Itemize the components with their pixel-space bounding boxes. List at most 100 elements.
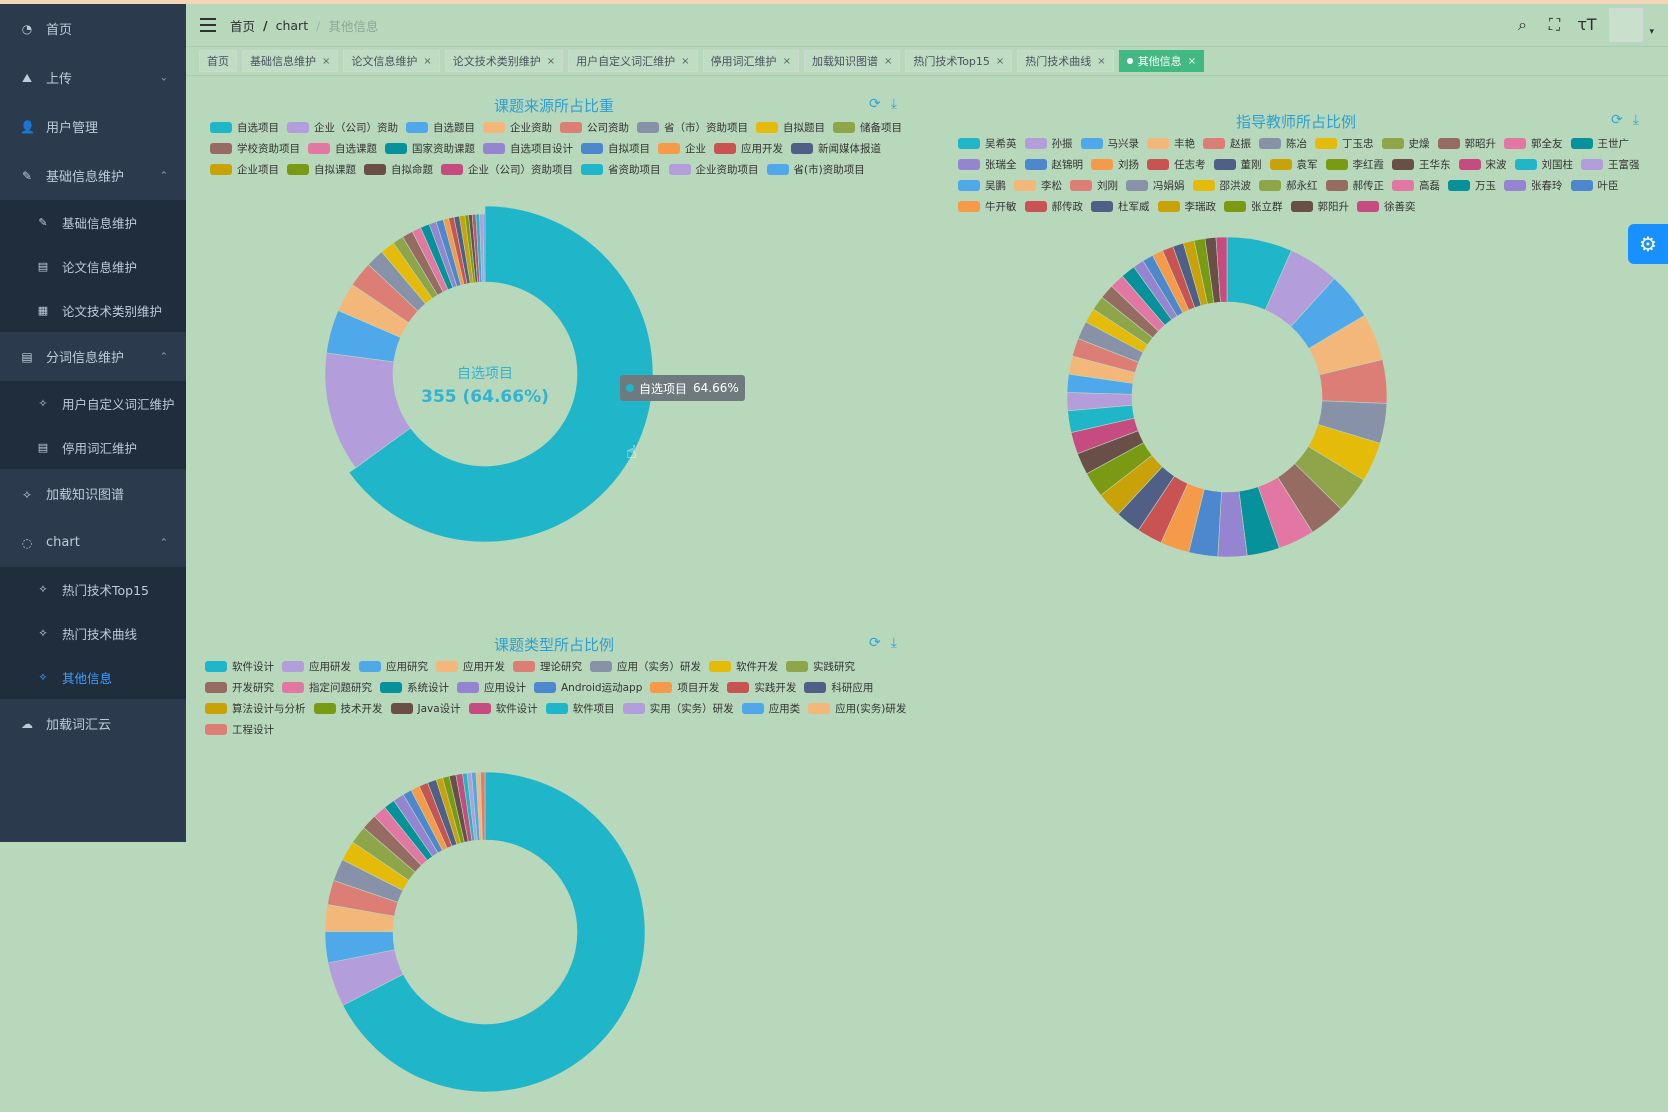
legend-item[interactable]: 自拟项目: [581, 141, 650, 156]
legend-item[interactable]: 陈冶: [1259, 136, 1307, 151]
close-icon[interactable]: ×: [1097, 55, 1106, 67]
legend-item[interactable]: 自选项目: [210, 120, 279, 135]
sidebar-subitem-stopwords[interactable]: ▤ 停用词汇维护: [0, 425, 186, 469]
legend-item[interactable]: 实践开发: [727, 680, 796, 695]
tab-6[interactable]: 加载知识图谱 ×: [803, 50, 901, 72]
settings-button[interactable]: ⚙: [1628, 224, 1668, 264]
legend-item[interactable]: 省资助项目: [581, 162, 661, 177]
sidebar-item-chart[interactable]: ◌ chart ⌃: [0, 518, 186, 567]
legend-item[interactable]: 徐善奕: [1357, 199, 1416, 214]
legend-item[interactable]: 工程设计: [205, 722, 274, 737]
legend-item[interactable]: 丰艳: [1147, 136, 1195, 151]
legend-item[interactable]: 省（市）资助项目: [637, 120, 748, 135]
legend-item[interactable]: 企业资助项目: [668, 162, 759, 177]
tab-2[interactable]: 论文信息维护 ×: [343, 50, 440, 72]
tab-3[interactable]: 论文技术类别维护 ×: [444, 50, 564, 72]
tab-7[interactable]: 热门技术Top15 ×: [905, 50, 1013, 72]
legend-item[interactable]: 应用开发: [436, 659, 505, 674]
legend-item[interactable]: 企业（公司）资助项目: [441, 162, 573, 177]
legend-item[interactable]: 赵锦明: [1024, 157, 1083, 172]
legend-item[interactable]: 董刚: [1213, 157, 1262, 172]
legend-item[interactable]: 指定问题研究: [282, 680, 372, 695]
legend-item[interactable]: 王华东: [1392, 157, 1451, 172]
tab-0[interactable]: 首页: [199, 50, 237, 72]
legend-item[interactable]: 应用研发: [282, 659, 351, 674]
legend-item[interactable]: 张春玲: [1504, 178, 1563, 193]
legend-item[interactable]: 企业（公司）资助: [287, 120, 398, 135]
legend-item[interactable]: 省(市)资助项目: [766, 162, 865, 177]
legend-item[interactable]: 软件设计: [205, 659, 274, 674]
fullscreen-icon[interactable]: ⛶: [1548, 15, 1561, 34]
donut-chart[interactable]: [1057, 227, 1397, 567]
legend-item[interactable]: 系统设计: [380, 680, 449, 695]
breadcrumb-chart[interactable]: chart: [275, 17, 309, 33]
legend-item[interactable]: 杜军威: [1091, 199, 1150, 214]
legend-item[interactable]: 新闻媒体报道: [791, 141, 881, 156]
legend-item[interactable]: 理论研究: [513, 659, 582, 674]
legend-item[interactable]: 赵振: [1203, 136, 1251, 151]
legend-item[interactable]: 自拟课题: [287, 162, 356, 177]
refresh-icon[interactable]: ⟳: [869, 96, 881, 112]
refresh-icon[interactable]: ⟳: [869, 635, 881, 651]
donut-slice[interactable]: [1215, 236, 1228, 303]
close-icon[interactable]: ×: [883, 55, 893, 67]
tab-1[interactable]: 基础信息维护 ×: [242, 50, 339, 72]
legend-item[interactable]: 自选项目设计: [483, 141, 573, 156]
legend-item[interactable]: 史燥: [1381, 136, 1430, 151]
download-icon[interactable]: ⤓: [1632, 112, 1639, 128]
legend-item[interactable]: 万玉: [1448, 178, 1496, 193]
close-icon[interactable]: ×: [995, 55, 1005, 67]
legend-item[interactable]: 软件项目: [545, 701, 615, 716]
legend-item[interactable]: 袁军: [1269, 157, 1318, 172]
legend-item[interactable]: 科研应用: [804, 680, 873, 695]
sidebar-subitem-paper-info[interactable]: ▤ 论文信息维护: [0, 244, 186, 288]
sidebar-item-users[interactable]: 👤 用户管理: [0, 102, 186, 151]
legend-item[interactable]: 应用开发: [714, 141, 783, 156]
legend-item[interactable]: 马兴录: [1080, 136, 1139, 151]
close-icon[interactable]: ×: [322, 55, 331, 67]
donut-slice[interactable]: [480, 771, 486, 841]
sidebar-subitem-basic-info[interactable]: ✎ 基础信息维护: [0, 200, 186, 244]
legend-item[interactable]: 应用研究: [359, 659, 428, 674]
legend-item[interactable]: 牛开敏: [958, 199, 1017, 214]
sidebar-item-segmentation[interactable]: ▤ 分词信息维护 ⌃: [0, 332, 186, 381]
legend-item[interactable]: 郝永红: [1259, 178, 1318, 193]
legend-item[interactable]: 宋波: [1458, 157, 1507, 172]
sidebar-subitem-paper-category[interactable]: ▦ 论文技术类别维护: [0, 288, 186, 332]
legend-item[interactable]: 吴希英: [958, 136, 1017, 151]
tab-9[interactable]: 其他信息 ×: [1118, 50, 1205, 72]
sidebar-item-basic-info[interactable]: ✎ 基础信息维护 ⌃: [0, 151, 186, 200]
legend-item[interactable]: 企业资助: [483, 120, 552, 135]
legend-item[interactable]: 张瑞全: [958, 157, 1017, 172]
close-icon[interactable]: ×: [782, 55, 791, 67]
legend-item[interactable]: 实践研究: [786, 659, 855, 674]
close-icon[interactable]: ×: [681, 55, 690, 67]
legend-item[interactable]: 算法设计与分析: [205, 701, 306, 716]
sidebar-subitem-other-info[interactable]: ⟡ 其他信息: [0, 655, 186, 699]
legend-item[interactable]: 郭阳升: [1290, 199, 1349, 214]
legend-item[interactable]: 邵洪波: [1192, 178, 1251, 193]
sidebar-subitem-curve[interactable]: ⟡ 热门技术曲线: [0, 611, 186, 655]
legend-item[interactable]: Android运动app: [534, 680, 642, 695]
legend-item[interactable]: 软件开发: [709, 659, 778, 674]
legend-item[interactable]: 孙振: [1024, 136, 1073, 151]
legend-item[interactable]: 郭全友: [1504, 136, 1563, 151]
legend-item[interactable]: 应用类: [741, 701, 800, 716]
legend-item[interactable]: 软件设计: [468, 701, 538, 716]
close-icon[interactable]: ×: [423, 55, 432, 67]
legend-item[interactable]: Java设计: [390, 701, 461, 716]
search-icon[interactable]: ⌕: [1517, 15, 1527, 34]
legend-item[interactable]: 自选课题: [308, 141, 377, 156]
tab-5[interactable]: 停用词汇维护 ×: [702, 50, 799, 72]
legend-item[interactable]: 刘刚: [1070, 178, 1118, 193]
legend-item[interactable]: 实用（实务）研发: [622, 701, 734, 716]
sidebar-item-home[interactable]: ◔ 首页: [0, 4, 186, 53]
legend-item[interactable]: 应用(实务)研发: [808, 701, 906, 716]
legend-item[interactable]: 刘扬: [1091, 157, 1139, 172]
legend-item[interactable]: 王富强: [1581, 157, 1640, 172]
legend-item[interactable]: 技术开发: [313, 701, 383, 716]
legend-item[interactable]: 应用设计: [457, 680, 526, 695]
legend-item[interactable]: 企业项目: [210, 162, 279, 177]
tab-8[interactable]: 热门技术曲线 ×: [1017, 50, 1114, 72]
legend-item[interactable]: 郭昭升: [1437, 136, 1496, 151]
